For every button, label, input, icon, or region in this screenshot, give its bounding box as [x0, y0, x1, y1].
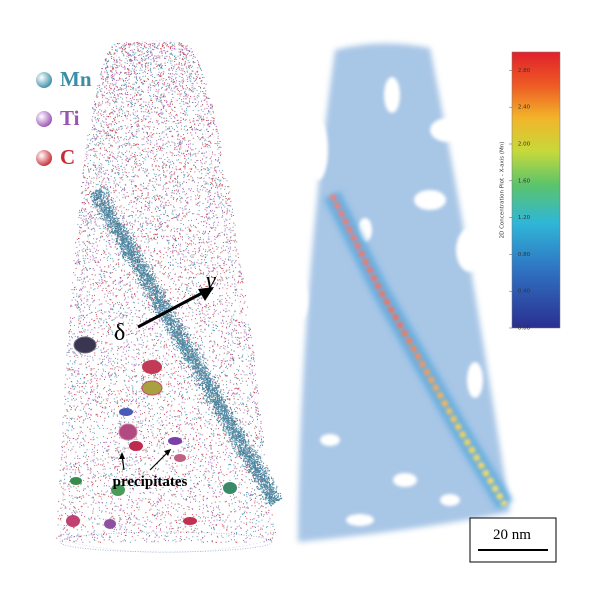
legend-label: C	[60, 145, 75, 169]
arrow-head	[198, 287, 214, 301]
precipitate	[104, 519, 116, 529]
legend-label: Ti	[60, 106, 80, 130]
colorbar-tick-label: 0.00	[518, 326, 531, 332]
delta-label: δ	[114, 320, 125, 346]
precipitate	[142, 360, 162, 374]
precipitate	[129, 441, 143, 451]
pointer-head	[119, 452, 125, 459]
precipitate	[111, 484, 125, 496]
map-holes	[292, 77, 484, 526]
atoms	[58, 42, 276, 543]
interface-halo	[323, 190, 513, 510]
precipitates	[66, 336, 237, 529]
gamma-label: γ	[206, 268, 216, 294]
interface-arrow	[137, 290, 205, 329]
precipitate	[183, 517, 197, 525]
precipitate	[119, 408, 133, 416]
colorbar-tick-label: 2.40	[518, 105, 531, 111]
precipitate	[118, 423, 138, 441]
colorbar-tick-label: 2.00	[518, 142, 531, 148]
tip-base	[59, 531, 273, 553]
precipitate	[66, 515, 80, 527]
legend-marker	[36, 150, 52, 166]
pointer	[149, 451, 169, 471]
scale-box	[469, 517, 557, 563]
colorbar-tick-label: 0.80	[518, 252, 531, 258]
mn-band	[90, 185, 283, 509]
pointer-head	[164, 449, 171, 456]
legend: Mn Ti C	[36, 67, 92, 169]
precipitate	[70, 477, 82, 485]
legend-label: Mn	[60, 67, 92, 91]
atom-cloud	[56, 42, 283, 543]
colorbar-tick-label: 1.60	[518, 178, 531, 184]
colorbar-tick-label: 1.20	[518, 215, 531, 221]
concentration-map	[292, 43, 513, 543]
colorbar-tick-label: 2.80	[518, 68, 531, 74]
precipitate	[168, 437, 182, 445]
colorbar-ticks: 0.00 0.40 0.80 1.20 1.60 2.00 2.40 2.80	[509, 68, 531, 332]
precipitate	[141, 380, 163, 396]
colorbar-tick-label: 0.40	[518, 289, 531, 295]
legend-marker	[36, 111, 52, 127]
colorbar-label: 2D Concentration Plot - X-axis (Mn)	[500, 142, 506, 239]
atoms	[57, 42, 274, 543]
precipitate	[223, 482, 237, 494]
legend-marker	[36, 72, 52, 88]
precipitates-label: precipitates	[113, 474, 188, 490]
precipitate	[73, 336, 97, 354]
colorbar	[511, 51, 561, 329]
scale-label: 20 nm	[493, 527, 531, 543]
tip-outline	[59, 40, 273, 553]
precipitate	[174, 454, 186, 462]
